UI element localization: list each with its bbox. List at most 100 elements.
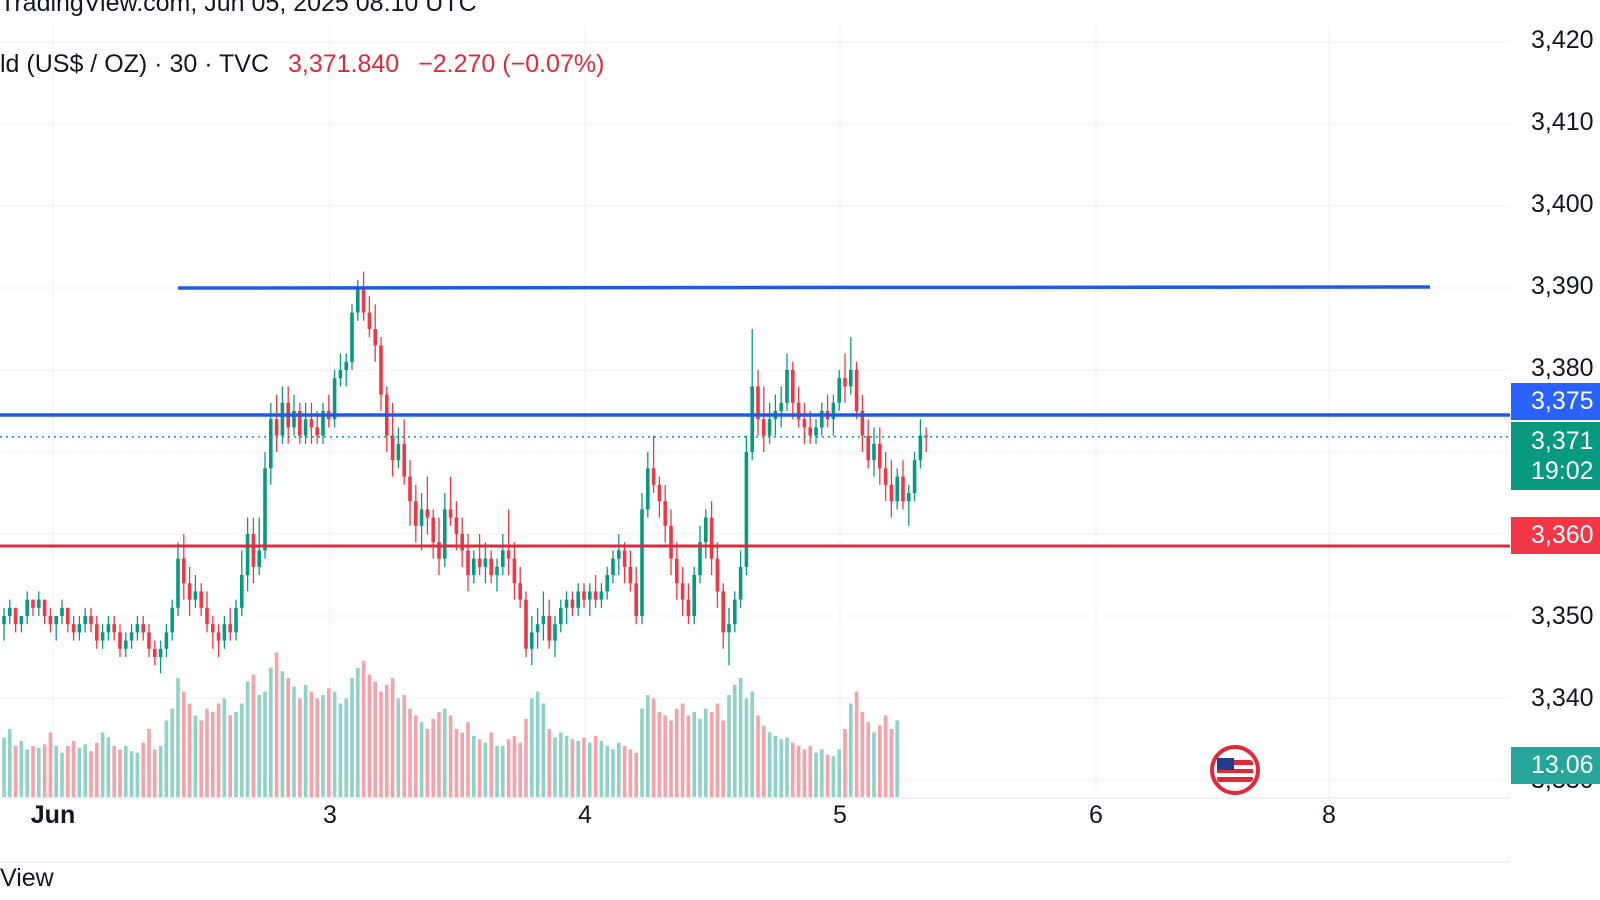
candle-body	[704, 517, 708, 543]
volume-bar	[640, 708, 644, 797]
candle-body	[866, 435, 870, 461]
candle-body	[199, 591, 203, 608]
volume-bar	[158, 746, 163, 797]
candle-body	[37, 599, 41, 608]
candle-body	[918, 435, 923, 461]
volume-bar	[825, 754, 830, 797]
volume-bar	[373, 681, 377, 797]
volume-bar	[234, 712, 238, 797]
candle-body	[60, 607, 64, 616]
candle-body	[170, 607, 174, 633]
candle-body	[796, 402, 801, 420]
candle-body	[89, 616, 93, 625]
volume-bar	[727, 695, 731, 797]
candle-body	[164, 632, 169, 649]
volume-bar	[83, 744, 87, 797]
volume-bar	[495, 746, 499, 797]
volume-bar	[744, 698, 749, 797]
volume-bar	[112, 746, 116, 797]
y-tick-label: 3,380	[1531, 354, 1594, 382]
candle-body	[54, 616, 58, 625]
volume-bar	[147, 729, 151, 797]
candle-body	[501, 550, 505, 567]
level-lines[interactable]	[0, 285, 1510, 548]
volume-bar	[501, 746, 505, 797]
volume-bar	[222, 698, 227, 797]
candle-body	[791, 370, 795, 403]
candle-body	[367, 312, 372, 329]
volume-bar	[182, 691, 186, 797]
volume-bar	[477, 739, 482, 797]
volume-bar	[466, 722, 470, 797]
candle-body	[843, 378, 847, 387]
volume-bar	[280, 671, 285, 797]
volume-bar	[883, 715, 888, 797]
blue-level-badge: 3,375	[1511, 383, 1600, 420]
volume-bar	[895, 720, 899, 797]
candle-body	[680, 583, 685, 600]
volume-bar	[779, 739, 783, 797]
candle-body	[77, 624, 82, 633]
candle-body	[42, 599, 47, 616]
candle-body	[721, 591, 725, 633]
candle-body	[541, 616, 546, 625]
candle-body	[466, 550, 470, 575]
candle-body	[118, 632, 122, 649]
volume-bar	[211, 712, 215, 797]
volume-bar	[263, 691, 267, 797]
candle-body	[779, 402, 783, 411]
candle-body	[593, 591, 598, 600]
y-tick-label: 3,350	[1531, 602, 1594, 630]
candle-body	[234, 607, 238, 633]
flag-canton	[1217, 758, 1234, 770]
candle-body	[309, 419, 314, 428]
volume-bar	[176, 678, 180, 797]
candles	[2, 271, 928, 674]
y-tick-label: 3,390	[1531, 272, 1594, 300]
x-tick-label: 4	[578, 801, 592, 829]
candle-body	[402, 443, 406, 477]
volume-bar	[843, 729, 847, 797]
volume-bar	[593, 735, 598, 797]
volume-bar	[530, 698, 534, 797]
volume-bar	[518, 742, 522, 797]
x-tick-label: Jun	[30, 801, 76, 829]
volume-bar	[622, 746, 627, 797]
candle-body	[460, 534, 464, 551]
candle-body	[698, 542, 702, 575]
candle-body	[303, 419, 308, 436]
candle-body	[71, 624, 76, 633]
candle-body	[356, 288, 360, 313]
candle-body	[483, 558, 488, 567]
volume-bar	[199, 720, 203, 797]
volume-bar	[135, 752, 140, 797]
volume-bar	[709, 712, 714, 797]
volume-bar	[750, 691, 754, 797]
candle-body	[553, 624, 557, 641]
candle-body	[837, 378, 841, 403]
volume-bar	[512, 735, 517, 797]
volume-bar	[367, 674, 372, 797]
candle-body	[240, 575, 244, 608]
candle-body	[559, 607, 563, 625]
us-flag-event-icon[interactable]	[1210, 745, 1260, 795]
volume-bar	[588, 742, 592, 797]
candle-body	[692, 575, 696, 616]
volume-bar	[419, 722, 424, 797]
candle-body	[263, 468, 267, 551]
candle-body	[19, 616, 24, 625]
volume-bar	[721, 720, 725, 797]
volume-bar	[489, 732, 493, 797]
candle-body	[83, 616, 87, 625]
volume-bar	[524, 718, 528, 797]
candle-body	[506, 550, 511, 559]
candle-body	[408, 476, 412, 502]
volume-bar	[315, 698, 319, 797]
candle-body	[431, 517, 435, 543]
candle-body	[350, 312, 354, 362]
candle-body	[31, 599, 35, 608]
volume-bar	[437, 712, 441, 797]
current-price-label: 3,371	[1531, 427, 1594, 455]
